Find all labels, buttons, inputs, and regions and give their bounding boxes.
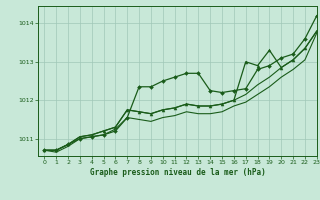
X-axis label: Graphe pression niveau de la mer (hPa): Graphe pression niveau de la mer (hPa) [90, 168, 266, 177]
